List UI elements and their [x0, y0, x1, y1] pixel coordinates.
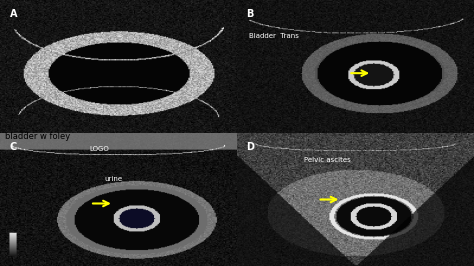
Text: C: C: [9, 142, 17, 152]
Text: Pelvic ascites: Pelvic ascites: [304, 157, 350, 163]
Text: LOGO: LOGO: [90, 146, 109, 152]
Text: urine: urine: [105, 176, 123, 182]
Text: B: B: [246, 9, 254, 19]
Text: bladder w foley: bladder w foley: [5, 132, 70, 141]
Text: Bladder  Trans: Bladder Trans: [249, 33, 299, 39]
Text: D: D: [246, 142, 255, 152]
Text: A: A: [9, 9, 17, 19]
